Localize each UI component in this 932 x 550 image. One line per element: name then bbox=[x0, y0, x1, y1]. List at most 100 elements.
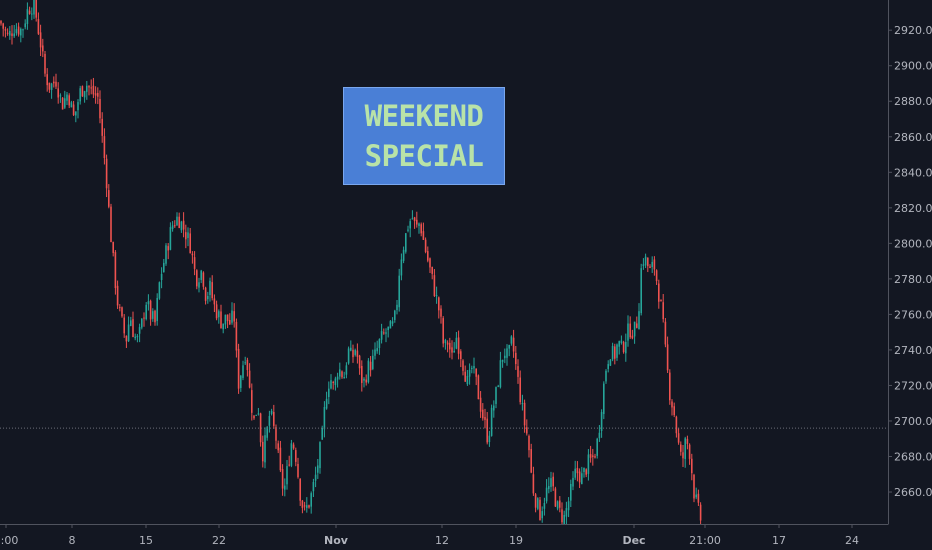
candle bbox=[50, 82, 53, 99]
candle bbox=[180, 220, 183, 233]
candle bbox=[460, 349, 462, 368]
candle bbox=[598, 425, 601, 442]
candle-body bbox=[275, 427, 277, 441]
time-axis[interactable]: 2:00 8 15 22 Nov 12 19 Dec 21:00 17 24 bbox=[0, 524, 888, 547]
candle-body bbox=[563, 514, 565, 524]
candle bbox=[438, 296, 440, 319]
candle-body bbox=[334, 378, 337, 386]
candle-body bbox=[297, 463, 299, 478]
candle-body bbox=[90, 87, 92, 89]
candle-body bbox=[444, 340, 447, 343]
candle-body bbox=[660, 300, 662, 302]
time-tick-label: Dec bbox=[622, 534, 645, 547]
candle-body bbox=[50, 83, 53, 91]
candle-body bbox=[147, 301, 150, 305]
candle bbox=[563, 510, 565, 524]
candle-body bbox=[22, 29, 24, 31]
candle bbox=[160, 267, 163, 289]
candle bbox=[152, 308, 154, 322]
candle bbox=[37, 12, 40, 35]
candle-body bbox=[231, 310, 233, 323]
candle bbox=[297, 457, 299, 479]
candle bbox=[59, 93, 62, 103]
candle bbox=[380, 323, 383, 344]
candle bbox=[466, 369, 469, 386]
candle-body bbox=[26, 9, 29, 24]
candle-body bbox=[611, 346, 614, 360]
candle bbox=[695, 487, 697, 500]
candle-body bbox=[671, 401, 673, 408]
candle bbox=[108, 184, 110, 209]
candle-body bbox=[631, 335, 634, 339]
candle-body bbox=[446, 342, 449, 345]
candle-body bbox=[471, 367, 473, 369]
candle bbox=[213, 294, 216, 313]
candle-body bbox=[391, 321, 394, 324]
candle bbox=[28, 6, 31, 15]
candle bbox=[341, 370, 343, 379]
candle-body bbox=[420, 224, 422, 234]
candle-body bbox=[37, 19, 40, 34]
candle-body bbox=[369, 361, 372, 371]
candle-body bbox=[508, 344, 510, 349]
candle-body bbox=[46, 74, 48, 86]
candle bbox=[394, 309, 396, 323]
candle bbox=[33, 0, 35, 19]
candle bbox=[121, 306, 123, 318]
candle-body bbox=[686, 438, 689, 444]
candle-body bbox=[97, 92, 99, 97]
candle bbox=[429, 257, 431, 274]
candle-body bbox=[451, 347, 453, 353]
candle-body bbox=[409, 221, 411, 229]
candle-body bbox=[154, 310, 156, 323]
candle-body bbox=[675, 416, 678, 434]
candle-body bbox=[367, 360, 370, 383]
candle-body bbox=[288, 464, 290, 466]
candle bbox=[611, 342, 614, 362]
candle-body bbox=[61, 97, 64, 110]
candle bbox=[220, 304, 222, 329]
price-tick-label: 2920.00 bbox=[894, 24, 932, 37]
candle bbox=[620, 335, 623, 345]
candle bbox=[521, 394, 524, 411]
candle-body bbox=[453, 350, 455, 353]
candle-body bbox=[600, 412, 603, 432]
candle-body bbox=[28, 10, 31, 14]
candle-body bbox=[48, 82, 51, 90]
candle-body bbox=[53, 81, 55, 84]
time-tick-label: 17 bbox=[772, 534, 786, 547]
price-tick-label: 2780.00 bbox=[894, 273, 932, 286]
candle bbox=[22, 28, 24, 38]
candle bbox=[600, 409, 603, 438]
candle bbox=[506, 344, 508, 366]
candle-body bbox=[488, 435, 491, 443]
candle-body bbox=[191, 253, 194, 256]
candle-body bbox=[396, 304, 398, 311]
candle-body bbox=[202, 272, 205, 287]
candle-body bbox=[94, 93, 97, 96]
candle bbox=[677, 427, 680, 445]
candle-body bbox=[424, 239, 427, 252]
price-axis[interactable]: 2660.00 2680.00 2700.00 2720.00 2740.00 2760.… bbox=[888, 0, 932, 525]
candle-body bbox=[559, 500, 561, 508]
candle-body bbox=[246, 359, 249, 371]
candle-body bbox=[526, 427, 528, 434]
candle-body bbox=[167, 246, 169, 251]
candle bbox=[17, 22, 20, 37]
candle-body bbox=[152, 311, 154, 319]
candle-body bbox=[629, 323, 631, 338]
candle-body bbox=[15, 29, 18, 34]
candle bbox=[541, 506, 543, 523]
candle bbox=[457, 330, 460, 360]
candle-body bbox=[59, 95, 62, 97]
candle-body bbox=[380, 331, 383, 340]
candle-body bbox=[548, 486, 550, 490]
candle bbox=[664, 318, 667, 348]
candle-body bbox=[284, 485, 286, 490]
time-tick-label: 24 bbox=[845, 534, 859, 547]
candle bbox=[526, 419, 528, 436]
candle bbox=[647, 257, 649, 273]
candle-body bbox=[416, 219, 418, 225]
